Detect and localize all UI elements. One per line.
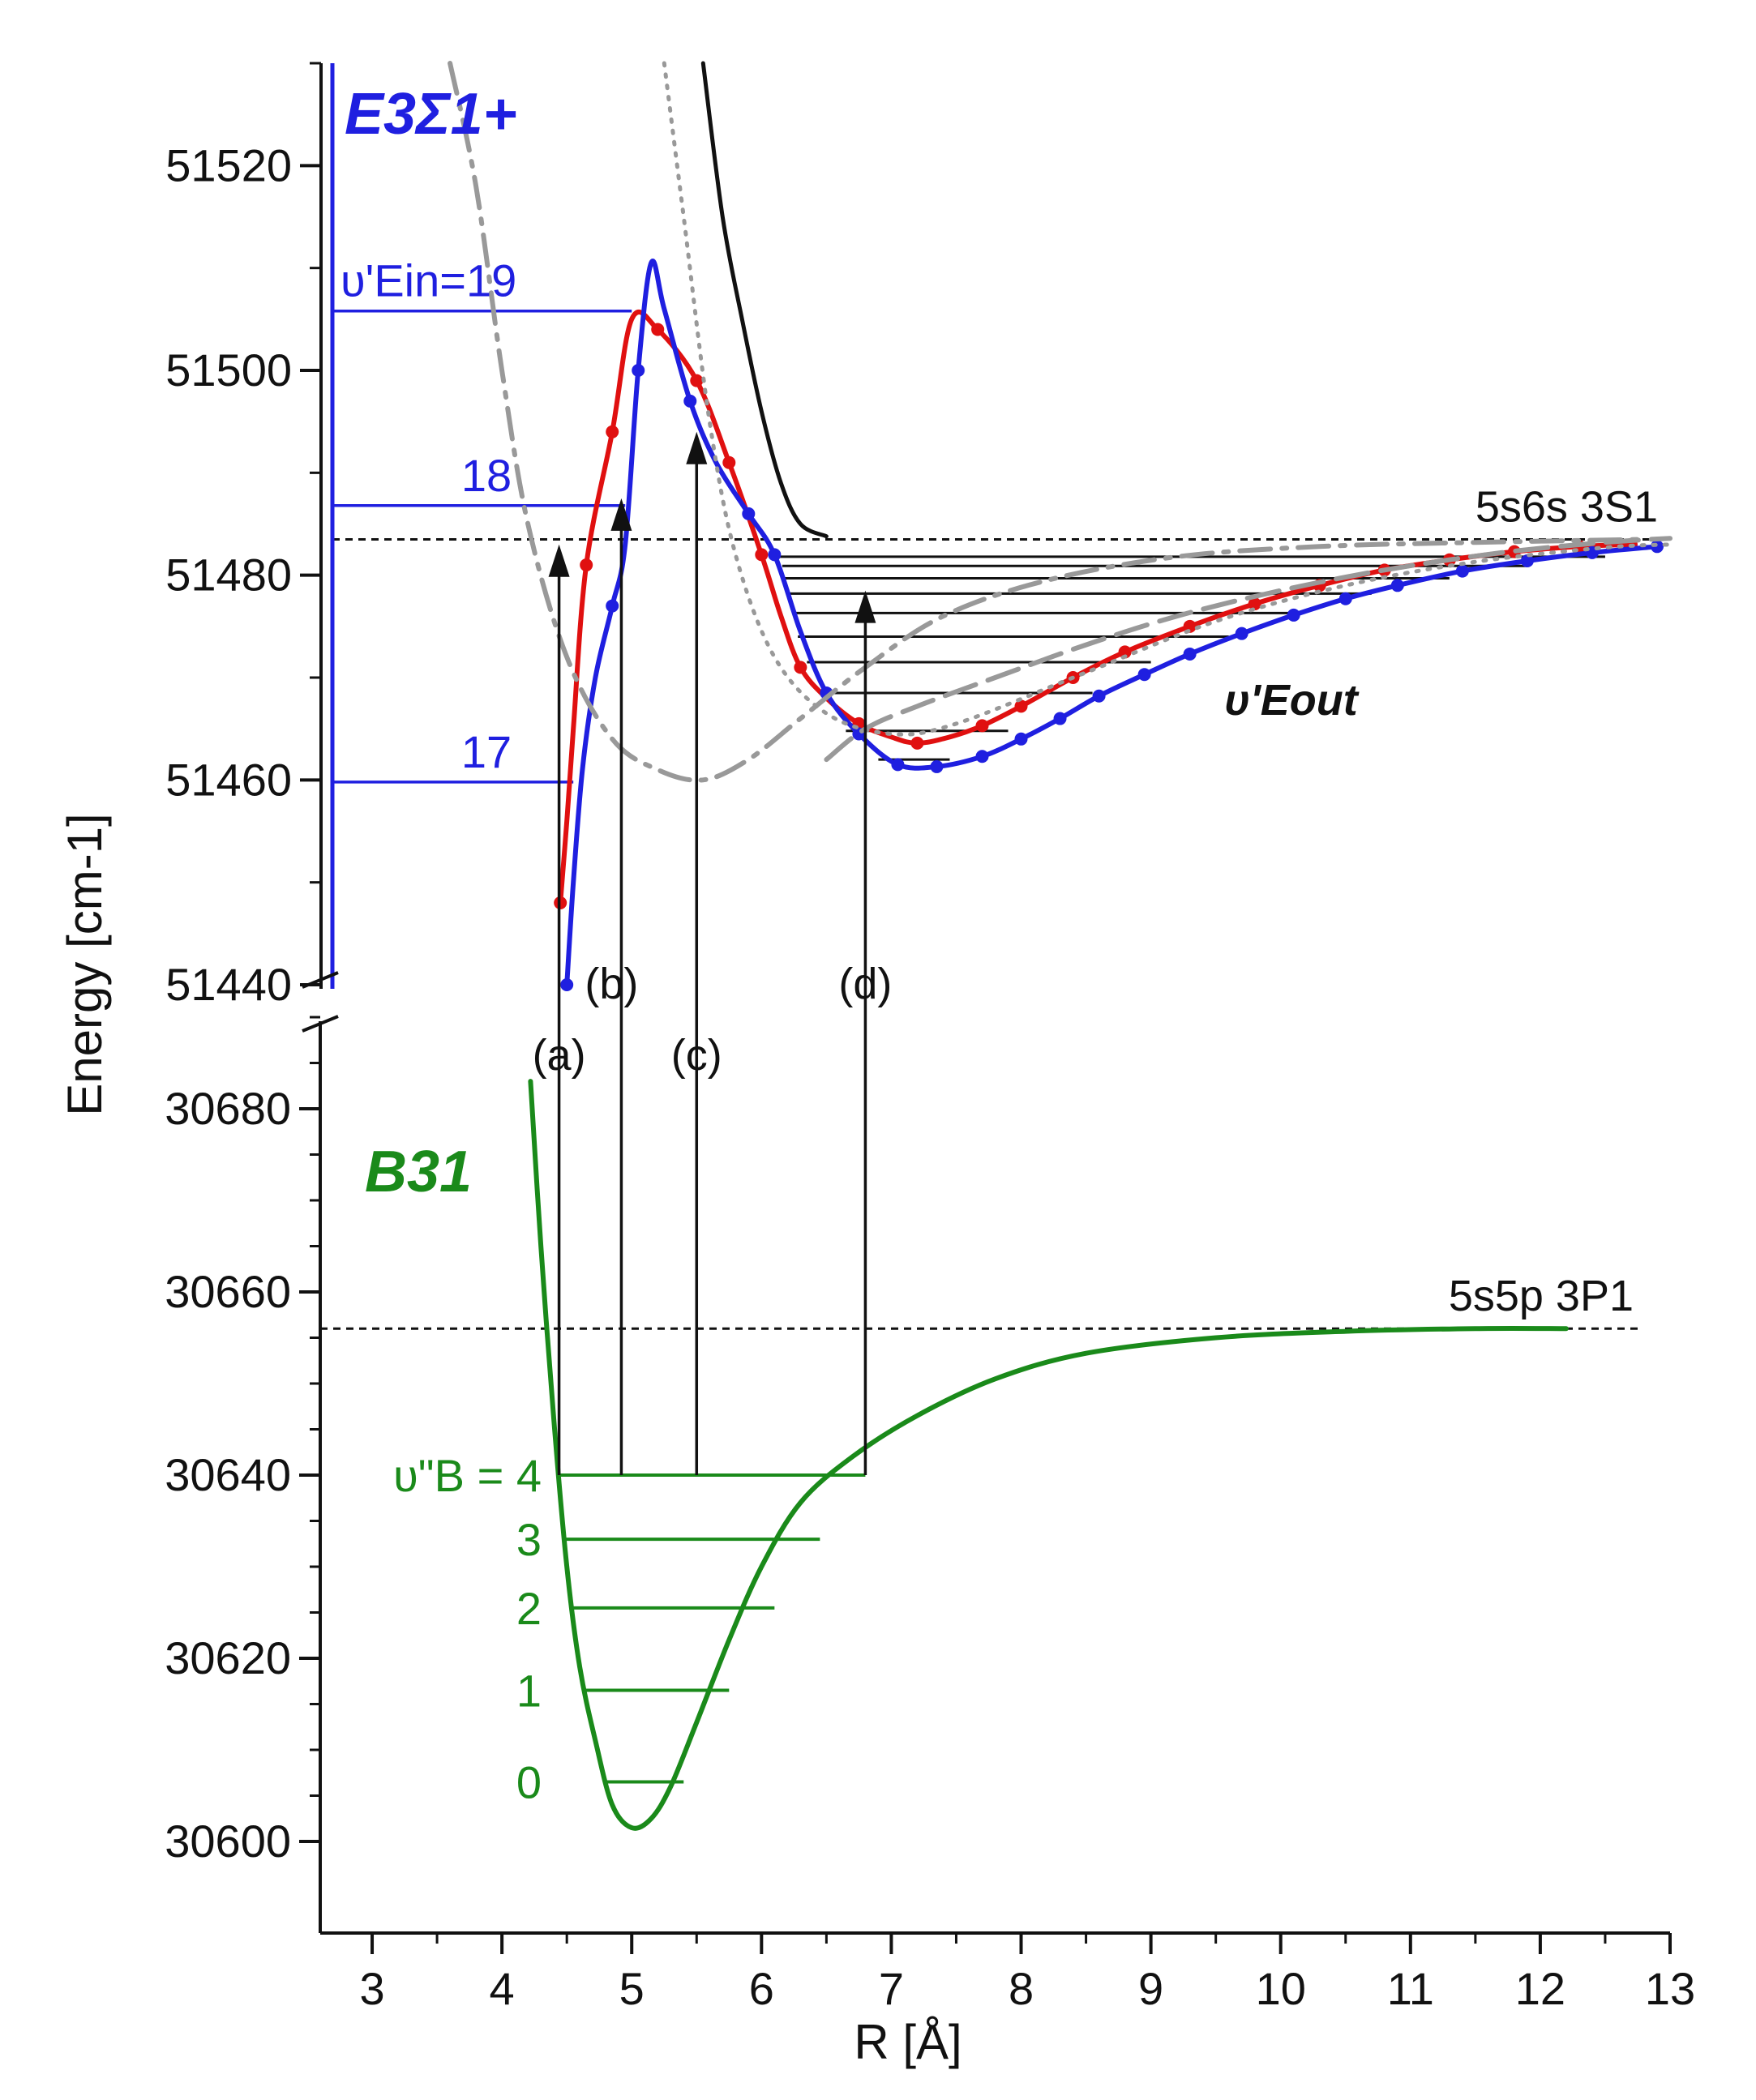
data-point — [1053, 712, 1067, 725]
inner-level-label: 18 — [461, 450, 512, 501]
data-point — [794, 661, 807, 674]
data-point — [1014, 699, 1028, 713]
transition-label: (b) — [585, 960, 638, 1008]
axes — [299, 62, 1672, 1954]
y-tick-label: 30620 — [165, 1632, 291, 1683]
transition-label: (c) — [671, 1031, 722, 1080]
data-point — [768, 548, 782, 562]
data-point — [1137, 668, 1151, 682]
x-tick-label: 10 — [1256, 1963, 1306, 2014]
e-state-label: E3Σ1+ — [345, 82, 517, 147]
data-point — [560, 978, 574, 991]
data-point — [891, 758, 905, 772]
transition-label: (a) — [533, 1031, 586, 1080]
data-point — [975, 750, 989, 763]
data-point — [722, 455, 736, 469]
axis-break-mark — [302, 1015, 339, 1033]
b-vib-level-label: 2 — [516, 1583, 542, 1634]
y-tick-label: 51500 — [165, 344, 292, 396]
lower-asymptote-label: 5s5p 3P1 — [1449, 1272, 1634, 1320]
inner-level-label: 17 — [461, 726, 512, 777]
y-tick-label: 51460 — [165, 754, 292, 805]
b-state-label: B31 — [365, 1140, 472, 1204]
data-point — [1235, 627, 1248, 640]
y-tick-label: 30660 — [165, 1266, 291, 1317]
y-tick-label: 30600 — [165, 1816, 291, 1867]
b-state-curve — [528, 1079, 1569, 1831]
b-vib-level-label: υ"B = 4 — [393, 1450, 542, 1501]
transition-arrowhead — [548, 544, 570, 577]
potential-curve — [824, 536, 1672, 763]
data-point — [1455, 564, 1469, 578]
potential-curve — [662, 61, 1672, 737]
transition-arrowhead — [854, 590, 876, 623]
potential-curve — [448, 61, 1647, 783]
data-point — [930, 759, 944, 773]
data-point — [1338, 592, 1352, 605]
x-tick-label: 3 — [359, 1963, 384, 2014]
upper-asymptote-label: 5s6s 3S1 — [1475, 482, 1658, 531]
b-vib-level-label: 1 — [516, 1666, 542, 1717]
b-vib-level-label: 0 — [516, 1757, 542, 1808]
data-point — [910, 736, 924, 750]
x-tick-label: 13 — [1645, 1963, 1695, 2014]
data-point — [1248, 597, 1261, 611]
data-point — [742, 507, 756, 520]
data-point — [606, 599, 619, 613]
data-point — [1520, 554, 1534, 567]
transition-arrowhead — [686, 431, 708, 464]
x-axis-title: R [Å] — [854, 2015, 962, 2069]
y-tick-label: 30680 — [165, 1083, 291, 1134]
x-tick-label: 9 — [1138, 1963, 1163, 2014]
x-tick-label: 5 — [619, 1963, 645, 2014]
x-tick-label: 6 — [749, 1963, 774, 2014]
inner-level-label: υ'Ein=19 — [340, 255, 516, 306]
x-tick-label: 12 — [1515, 1963, 1565, 2014]
potential-curve — [700, 61, 829, 539]
data-point — [1014, 732, 1028, 746]
data-point — [683, 394, 697, 408]
x-tick-label: 8 — [1009, 1963, 1034, 2014]
y-tick-label: 51440 — [165, 959, 292, 1010]
transition-label: (d) — [838, 960, 892, 1008]
data-point — [1390, 579, 1404, 592]
data-point — [651, 323, 665, 336]
data-point — [1183, 647, 1197, 661]
y-tick-label: 51480 — [165, 550, 292, 601]
data-point — [975, 719, 989, 733]
data-point — [632, 364, 645, 377]
y-tick-label: 51520 — [165, 139, 292, 190]
data-point — [580, 558, 593, 572]
data-point — [1092, 689, 1106, 703]
y-axis-title: Energy [cm-1] — [58, 813, 112, 1115]
outer-levels-label: υ'Eout — [1224, 676, 1360, 725]
transition-arrowhead — [610, 498, 632, 531]
data-point — [1118, 645, 1132, 659]
data-point — [606, 425, 619, 438]
data-point — [1287, 608, 1300, 622]
b-vib-level-label: 3 — [516, 1514, 542, 1565]
data-point — [755, 548, 769, 562]
y-tick-label: 30640 — [165, 1449, 291, 1500]
x-tick-label: 11 — [1387, 1963, 1434, 2014]
data-point — [690, 374, 704, 387]
x-tick-label: 4 — [490, 1963, 515, 2014]
plot-area — [320, 61, 1672, 1831]
x-tick-label: 7 — [879, 1963, 904, 2014]
